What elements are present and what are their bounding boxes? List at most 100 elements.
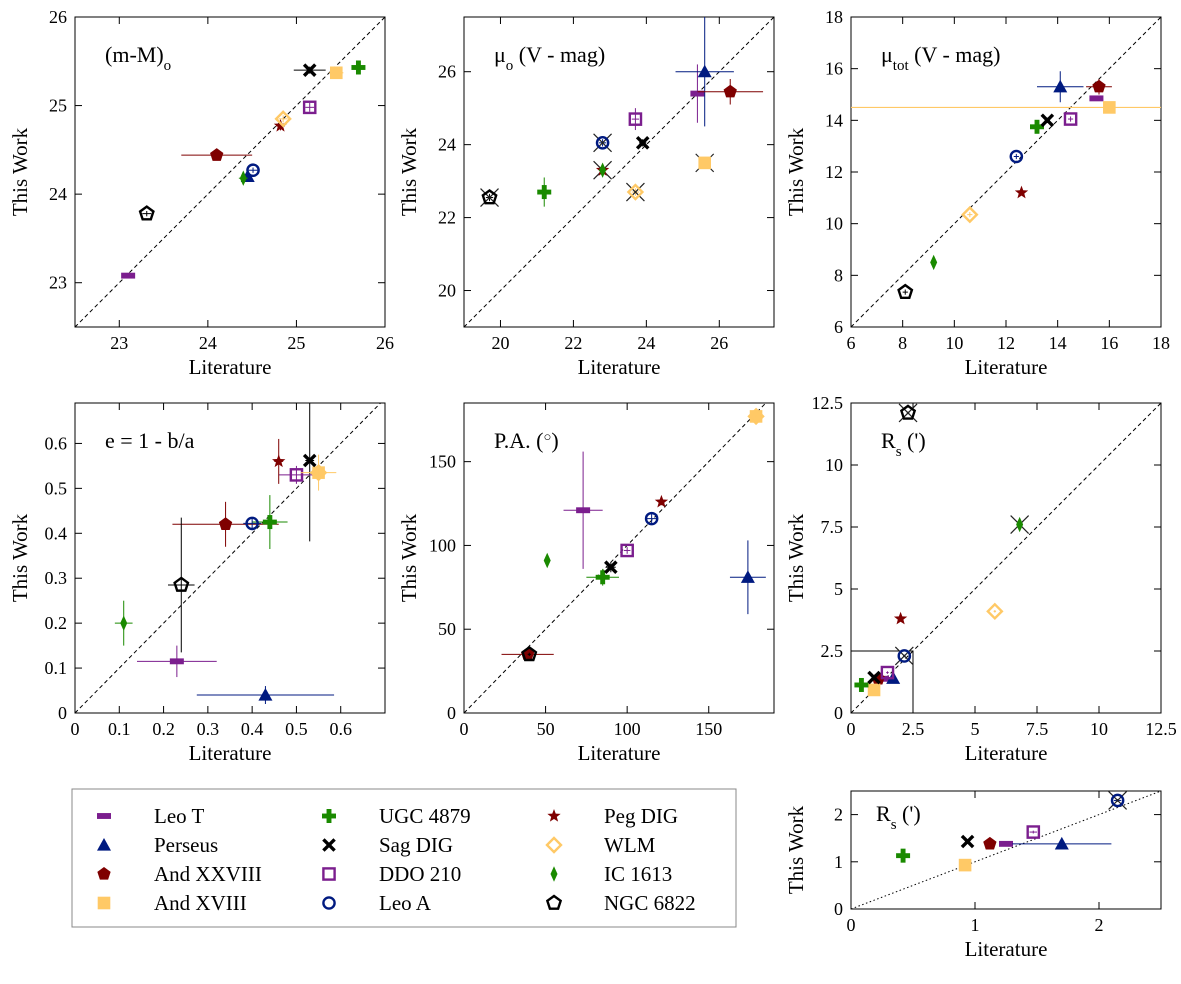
data-point-ic-1613 <box>1010 515 1030 534</box>
data-point-ngc-6822 <box>138 205 155 221</box>
data-point-ddo-210 <box>620 543 634 558</box>
plot-frame <box>74 402 386 714</box>
data-point-peg-dig <box>654 494 669 508</box>
plot-frame <box>850 402 1162 714</box>
legend-label: WLM <box>604 833 656 857</box>
legend-marker <box>322 838 336 852</box>
data-point-and-xviii <box>1103 101 1116 114</box>
data-point-ddo-210 <box>628 108 643 131</box>
data-point-and-xxviii <box>1086 79 1112 95</box>
one-to-one-line <box>851 791 1161 909</box>
data-point-ngc-6822 <box>168 517 195 653</box>
data-point-ugc-4879 <box>351 60 366 75</box>
y-tick-label: 0 <box>834 899 843 919</box>
data-point-and-xxviii <box>697 79 764 105</box>
x-axis-label: Literature <box>189 741 272 765</box>
data-point-ddo-210 <box>1026 825 1041 839</box>
data-point-ngc-6822 <box>521 645 538 662</box>
data-point-leo-a <box>1009 149 1024 164</box>
y-tick-label: 0.1 <box>45 658 68 678</box>
legend-item-and-xxviii: And XXVIII <box>97 862 262 886</box>
plot-frame <box>463 16 775 328</box>
legend-item-and-xviii: And XVIII <box>97 891 247 915</box>
data-point-ngc-6822 <box>480 188 499 207</box>
legend-marker <box>550 866 558 882</box>
y-axis-label: This Work <box>397 513 421 602</box>
data-point-leo-a <box>243 516 261 531</box>
data-point-leo-a <box>246 163 260 178</box>
y-tick-label: 24 <box>438 135 456 155</box>
x-tick-label: 7.5 <box>1026 719 1049 739</box>
y-axis-label: This Work <box>8 513 32 602</box>
data-point-wlm <box>274 110 292 128</box>
y-tick-label: 16 <box>825 59 843 79</box>
data-point-leo-a <box>644 511 659 526</box>
x-tick-label: 0.6 <box>329 719 352 739</box>
x-axis-label: Literature <box>965 355 1048 379</box>
y-tick-label: 0 <box>447 703 456 723</box>
y-tick-label: 8 <box>834 265 843 285</box>
legend-item-peg-dig: Peg DIG <box>547 804 678 828</box>
one-to-one-line <box>851 17 1161 327</box>
x-tick-label: 0.5 <box>285 719 308 739</box>
x-tick-label: 0 <box>460 719 469 739</box>
data-point-perseus <box>729 540 766 615</box>
data-point-ddo-210 <box>880 665 895 680</box>
data-point-ic-1613 <box>598 162 607 178</box>
data-point-wlm <box>747 407 765 426</box>
data-point-wlm <box>300 454 337 491</box>
x-tick-label: 0.4 <box>241 719 264 739</box>
data-point-leo-a <box>894 646 914 666</box>
data-point-perseus <box>1012 836 1112 850</box>
plot-frame <box>463 402 775 714</box>
legend-marker <box>322 896 336 910</box>
panel-scale-radius: 0 2.5 5 7.5 10 12.5 0 2.5 5 7.5 10 12.5 Literature Th… <box>784 393 1177 765</box>
data-point-leo-t <box>563 451 603 569</box>
x-tick-label: 150 <box>695 719 722 739</box>
y-tick-label: 1 <box>834 852 843 872</box>
data-point-leo-a <box>593 133 613 153</box>
one-to-one-line <box>464 403 767 713</box>
panel-central-surface-brightness: 20 22 24 26 20 22 24 26 Literature This Work μo (V… <box>397 16 775 379</box>
panel-scale-radius-zoom: 0 1 2 0 1 2 Literature This Work Rs (') <box>784 790 1162 961</box>
one-to-one-line <box>75 403 381 713</box>
legend-item-wlm: WLM <box>545 833 656 857</box>
x-tick-label: 2.5 <box>902 719 925 739</box>
y-tick-label: 12.5 <box>812 393 844 413</box>
y-tick-label: 50 <box>438 619 456 639</box>
data-point-sag-dig <box>1040 113 1055 128</box>
x-tick-label: 0 <box>847 915 856 935</box>
x-tick-label: 20 <box>491 333 509 353</box>
legend-marker <box>97 813 111 819</box>
legend-label: Leo A <box>379 891 432 915</box>
x-tick-label: 10 <box>945 333 963 353</box>
x-tick-label: 2 <box>1095 915 1104 935</box>
y-tick-label: 0 <box>58 703 67 723</box>
data-point-and-xxviii <box>181 148 253 161</box>
x-axis-label: Literature <box>965 937 1048 961</box>
panel-label: (m-M)o <box>105 42 171 74</box>
data-point-leo-t <box>121 272 136 279</box>
legend-marker <box>545 894 563 910</box>
y-tick-label: 22 <box>438 208 456 228</box>
data-point-ugc-4879 <box>1030 119 1044 134</box>
y-tick-label: 100 <box>429 535 456 555</box>
y-tick-label: 12 <box>825 162 843 182</box>
y-axis-label: This Work <box>397 127 421 216</box>
legend-marker <box>97 867 111 880</box>
y-axis-label: This Work <box>784 513 808 602</box>
legend: Leo T Perseus And XXVIII And XVIII UGC 4879 S… <box>71 788 737 928</box>
zoom-region-box <box>851 650 914 713</box>
x-axis-label: Literature <box>578 355 661 379</box>
panel-distance-modulus: 23 24 25 26 23 24 25 26 Literature This Work (m-M)… <box>8 7 394 379</box>
y-tick-label: 20 <box>438 281 456 301</box>
x-tick-label: 12 <box>997 333 1015 353</box>
y-tick-label: 0.3 <box>45 568 68 588</box>
data-point-perseus <box>675 17 734 127</box>
legend-item-leo-a: Leo A <box>322 891 432 915</box>
plot-frame <box>74 16 386 328</box>
x-tick-label: 26 <box>376 333 394 353</box>
panel-position-angle: 0 50 100 150 0 50 100 150 Literature This Work P.A… <box>397 402 775 765</box>
data-point-and-xviii <box>329 66 344 80</box>
data-point-ddo-210 <box>278 465 315 484</box>
